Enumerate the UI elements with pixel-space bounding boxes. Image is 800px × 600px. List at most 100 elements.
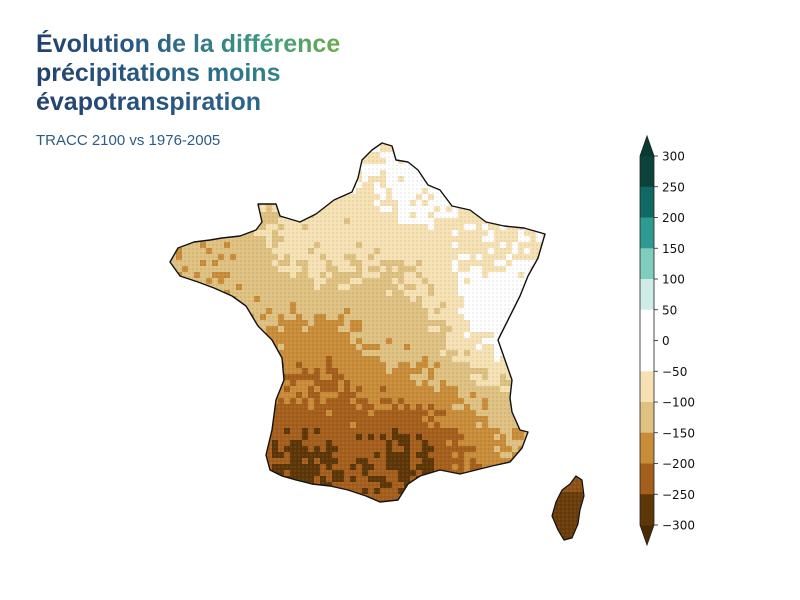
map-cell: [218, 200, 224, 206]
map-cell: [194, 206, 200, 212]
map-cell: [254, 188, 260, 194]
map-cell: [428, 476, 434, 482]
map-cell: [338, 500, 344, 502]
map-cell: [230, 170, 236, 176]
map-cell: [248, 146, 254, 152]
map-cell: [170, 176, 176, 182]
map-cell: [296, 206, 302, 212]
map-cell: [230, 218, 236, 224]
map-cell: [410, 500, 416, 502]
map-cell: [500, 500, 506, 502]
map-cell: [500, 194, 506, 200]
map-cell: [536, 446, 542, 452]
map-cell: [254, 218, 260, 224]
map-cell: [182, 194, 188, 200]
map-cell: [548, 164, 554, 170]
map-cell: [182, 230, 188, 236]
map-cell: [206, 158, 212, 164]
map-cell: [242, 452, 248, 458]
map-cell: [188, 500, 194, 502]
map-cell: [170, 182, 176, 188]
map-cell: [260, 410, 266, 416]
map-cell: [470, 146, 476, 152]
map-cell: [524, 290, 530, 296]
map-cell: [548, 446, 554, 452]
map-cell: [488, 188, 494, 194]
map-cell: [164, 290, 170, 296]
map-cell: [488, 200, 494, 206]
map-cell: [536, 350, 542, 356]
map-cell: [164, 272, 170, 278]
map-cell: [506, 482, 512, 488]
map-cell: [194, 470, 200, 476]
map-cell: [290, 194, 296, 200]
map-cell: [260, 368, 266, 374]
map-cell: [266, 356, 272, 362]
map-cell: [236, 440, 242, 446]
map-cell: [308, 494, 314, 500]
map-cell: [320, 182, 326, 188]
map-cell: [170, 362, 176, 368]
map-cell: [224, 458, 230, 464]
map-cell: [164, 374, 170, 380]
map-cell: [518, 374, 524, 380]
map-cell: [518, 206, 524, 212]
map-cell: [182, 338, 188, 344]
map-cell: [500, 200, 506, 206]
map-cell: [398, 143, 404, 146]
map-cell: [548, 176, 554, 182]
map-cell: [524, 482, 530, 488]
map-cell: [212, 440, 218, 446]
map-cell: [512, 320, 518, 326]
map-cell: [254, 374, 260, 380]
map-cell: [260, 380, 266, 386]
map-cell: [230, 362, 236, 368]
map-cell: [200, 320, 206, 326]
map-cell: [272, 152, 278, 158]
map-cell: [170, 440, 176, 446]
map-cell: [206, 374, 212, 380]
map-cell: [260, 386, 266, 392]
map-cell: [164, 164, 170, 170]
map-cell: [194, 500, 200, 502]
map-cell: [314, 182, 320, 188]
map-cell: [200, 368, 206, 374]
map-cell: [200, 296, 206, 302]
map-cell: [548, 188, 554, 194]
map-cell: [212, 302, 218, 308]
map-cell: [530, 188, 536, 194]
map-cell: [194, 374, 200, 380]
map-cell: [494, 200, 500, 206]
map-cell: [224, 326, 230, 332]
map-cell: [530, 296, 536, 302]
map-cell: [446, 158, 452, 164]
map-cell: [164, 260, 170, 266]
map-cell: [470, 143, 476, 146]
map-cell: [206, 326, 212, 332]
map-cell: [524, 206, 530, 212]
map-cell: [476, 164, 482, 170]
map-cell: [512, 164, 518, 170]
map-cell: [170, 236, 176, 242]
map-cell: [518, 398, 524, 404]
map-cell: [422, 482, 428, 488]
map-cell: [530, 452, 536, 458]
map-cell: [194, 440, 200, 446]
map-cell: [542, 368, 545, 374]
map-cell: [182, 302, 188, 308]
map-cell: [224, 182, 230, 188]
map-cell: [248, 434, 254, 440]
map-cell: [224, 212, 230, 218]
map-cell: [182, 410, 188, 416]
map-cell: [542, 290, 545, 296]
map-cell: [536, 374, 542, 380]
map-cell: [518, 494, 524, 500]
map-cell: [194, 434, 200, 440]
map-cell: [308, 164, 314, 170]
map-cell: [440, 158, 446, 164]
map-cell: [200, 218, 206, 224]
map-cell: [260, 164, 266, 170]
map-cell: [200, 164, 206, 170]
map-cell: [164, 218, 170, 224]
map-cell: [224, 314, 230, 320]
